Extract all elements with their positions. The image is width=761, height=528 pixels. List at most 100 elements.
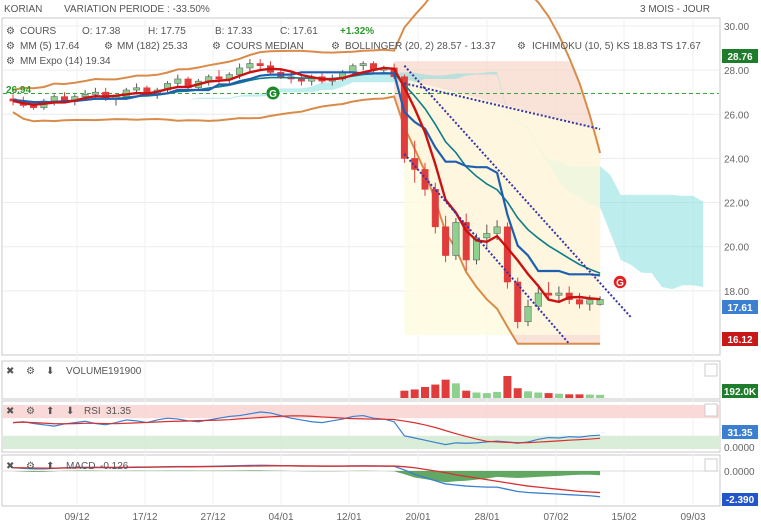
x-axis: 09/12 17/12 27/12 04/01 12/01 20/01 28/01 07/02… xyxy=(64,512,705,523)
volume-bar-54 xyxy=(565,394,574,398)
candle-8 xyxy=(91,91,99,95)
x-tick-4: 12/01 xyxy=(336,512,361,523)
volume-bar-47 xyxy=(493,391,502,398)
x-tick-1: 17/12 xyxy=(132,512,157,523)
volume-bar-38 xyxy=(400,390,409,398)
candle-47 xyxy=(493,226,501,234)
legend-median[interactable]: COURS MEDIAN xyxy=(226,41,304,52)
settings-icon[interactable]: ⚙ xyxy=(104,41,113,52)
close-icon[interactable]: ✖ xyxy=(6,366,14,377)
svg-text:-2.390: -2.390 xyxy=(726,495,755,506)
legend-close: C: 17.61 xyxy=(280,26,318,37)
legend-open: O: 17.38 xyxy=(82,26,121,37)
channel-upper xyxy=(403,65,632,318)
x-tick-6: 28/01 xyxy=(474,512,499,523)
period-selector[interactable]: 3 MOIS - JOUR xyxy=(640,4,710,15)
legend-mm5[interactable]: MM (5) 17.64 xyxy=(20,41,80,52)
legend-mmexpo[interactable]: MM Expo (14) 19.34 xyxy=(20,56,111,67)
arrow-down-icon[interactable]: ⬇ xyxy=(46,366,54,377)
x-tick-8: 15/02 xyxy=(611,512,636,523)
macd-value: -0.126 xyxy=(100,461,129,472)
volume-bar-42 xyxy=(441,379,450,398)
volume-bar-53 xyxy=(554,393,563,398)
legend-change: +1.32% xyxy=(340,26,374,37)
y-tick-4: 22.00 xyxy=(724,199,749,210)
candle-4 xyxy=(50,96,58,102)
sell-signal-marker[interactable]: G xyxy=(612,274,628,290)
volume-bar-51 xyxy=(534,392,543,398)
settings-icon[interactable]: ⚙ xyxy=(6,26,15,37)
legend-mm182[interactable]: MM (182) 25.33 xyxy=(117,41,188,52)
settings-icon[interactable]: ⚙ xyxy=(26,366,35,377)
volume-bar-56 xyxy=(585,394,594,398)
panel-checkbox[interactable] xyxy=(704,363,718,377)
legend-cours[interactable]: ⚙ COURS xyxy=(6,26,56,37)
candle-53 xyxy=(555,292,563,296)
candle-41 xyxy=(431,189,439,228)
macd-histogram xyxy=(13,470,601,483)
y-tick-5: 20.00 xyxy=(724,243,749,254)
y-tick-2: 26.00 xyxy=(724,110,749,121)
volume-tag: 192.0K xyxy=(722,384,758,398)
ichimoku-tenkan xyxy=(12,71,601,277)
price-tag-last: 17.61 xyxy=(722,300,758,314)
legend-ichimoku[interactable]: ICHIMOKU (10, 5) KS 18.83 TS 17.67 xyxy=(532,41,701,52)
volume-bar-55 xyxy=(575,394,584,398)
settings-icon[interactable]: ⚙ xyxy=(26,406,35,417)
candle-39 xyxy=(411,158,419,170)
candle-23 xyxy=(246,63,254,69)
arrow-up-icon[interactable]: ⬆ xyxy=(46,461,54,472)
x-tick-5: 20/01 xyxy=(405,512,430,523)
candle-51 xyxy=(534,292,542,307)
candle-7 xyxy=(81,94,89,97)
rsi-label: RSI xyxy=(84,406,101,417)
price-tag-28-76: 28.76 xyxy=(722,49,758,63)
rsi-indicator xyxy=(3,405,719,449)
volume-bar-48 xyxy=(503,376,512,398)
settings-icon[interactable]: ⚙ xyxy=(331,41,340,52)
candle-44 xyxy=(462,222,470,261)
buy-signal-letter: G xyxy=(269,89,277,100)
indicator-lines xyxy=(12,65,632,345)
rsi-axis-zero: 0.0000 xyxy=(724,443,755,454)
candle-24 xyxy=(256,63,264,67)
settings-icon[interactable]: ⚙ xyxy=(26,461,35,472)
rsi-value: 31.35 xyxy=(106,406,131,417)
candle-57 xyxy=(596,299,604,305)
settings-icon[interactable]: ⚙ xyxy=(6,41,15,52)
close-icon[interactable]: ✖ xyxy=(6,461,14,472)
buy-signal-marker[interactable]: G xyxy=(266,86,280,101)
legend-bollinger[interactable]: BOLLINGER (20, 2) 28.57 - 13.37 xyxy=(345,41,496,52)
instrument-name: KORIAN xyxy=(4,4,42,15)
volume-bar-57 xyxy=(596,394,605,398)
settings-icon[interactable]: ⚙ xyxy=(517,41,526,52)
arrow-up-icon[interactable]: ⬆ xyxy=(46,406,54,417)
rsi-tag: 31.35 xyxy=(722,425,758,439)
x-tick-0: 09/12 xyxy=(64,512,89,523)
candle-55 xyxy=(575,299,583,305)
volume-bar-52 xyxy=(544,393,553,398)
rsi-overbought-zone xyxy=(3,405,719,419)
candle-56 xyxy=(586,299,594,305)
candle-45 xyxy=(472,237,480,261)
panel-checkbox[interactable] xyxy=(704,458,718,472)
price-level-label: 26.94 xyxy=(6,85,31,96)
close-icon[interactable]: ✖ xyxy=(6,406,14,417)
candle-40 xyxy=(421,169,429,190)
y-tick-0: 30.00 xyxy=(724,22,749,33)
svg-text:28.76: 28.76 xyxy=(727,52,752,63)
y-axis: 30.00 28.00 26.00 24.00 22.00 20.00 18.00 xyxy=(724,22,749,298)
volume-label: VOLUME xyxy=(66,366,109,377)
svg-text:17.61: 17.61 xyxy=(727,303,752,314)
candle-50 xyxy=(524,305,532,323)
candle-38 xyxy=(400,76,408,159)
rsi-oversold-zone xyxy=(3,435,719,449)
settings-icon[interactable]: ⚙ xyxy=(6,56,15,67)
panel-checkbox[interactable] xyxy=(704,403,718,417)
macd-axis-zero: 0.0000 xyxy=(724,467,755,478)
bollinger-upper xyxy=(12,0,602,154)
settings-icon[interactable]: ⚙ xyxy=(212,41,221,52)
legend-cours-label: COURS xyxy=(20,26,56,37)
arrow-down-icon[interactable]: ⬇ xyxy=(66,406,74,417)
